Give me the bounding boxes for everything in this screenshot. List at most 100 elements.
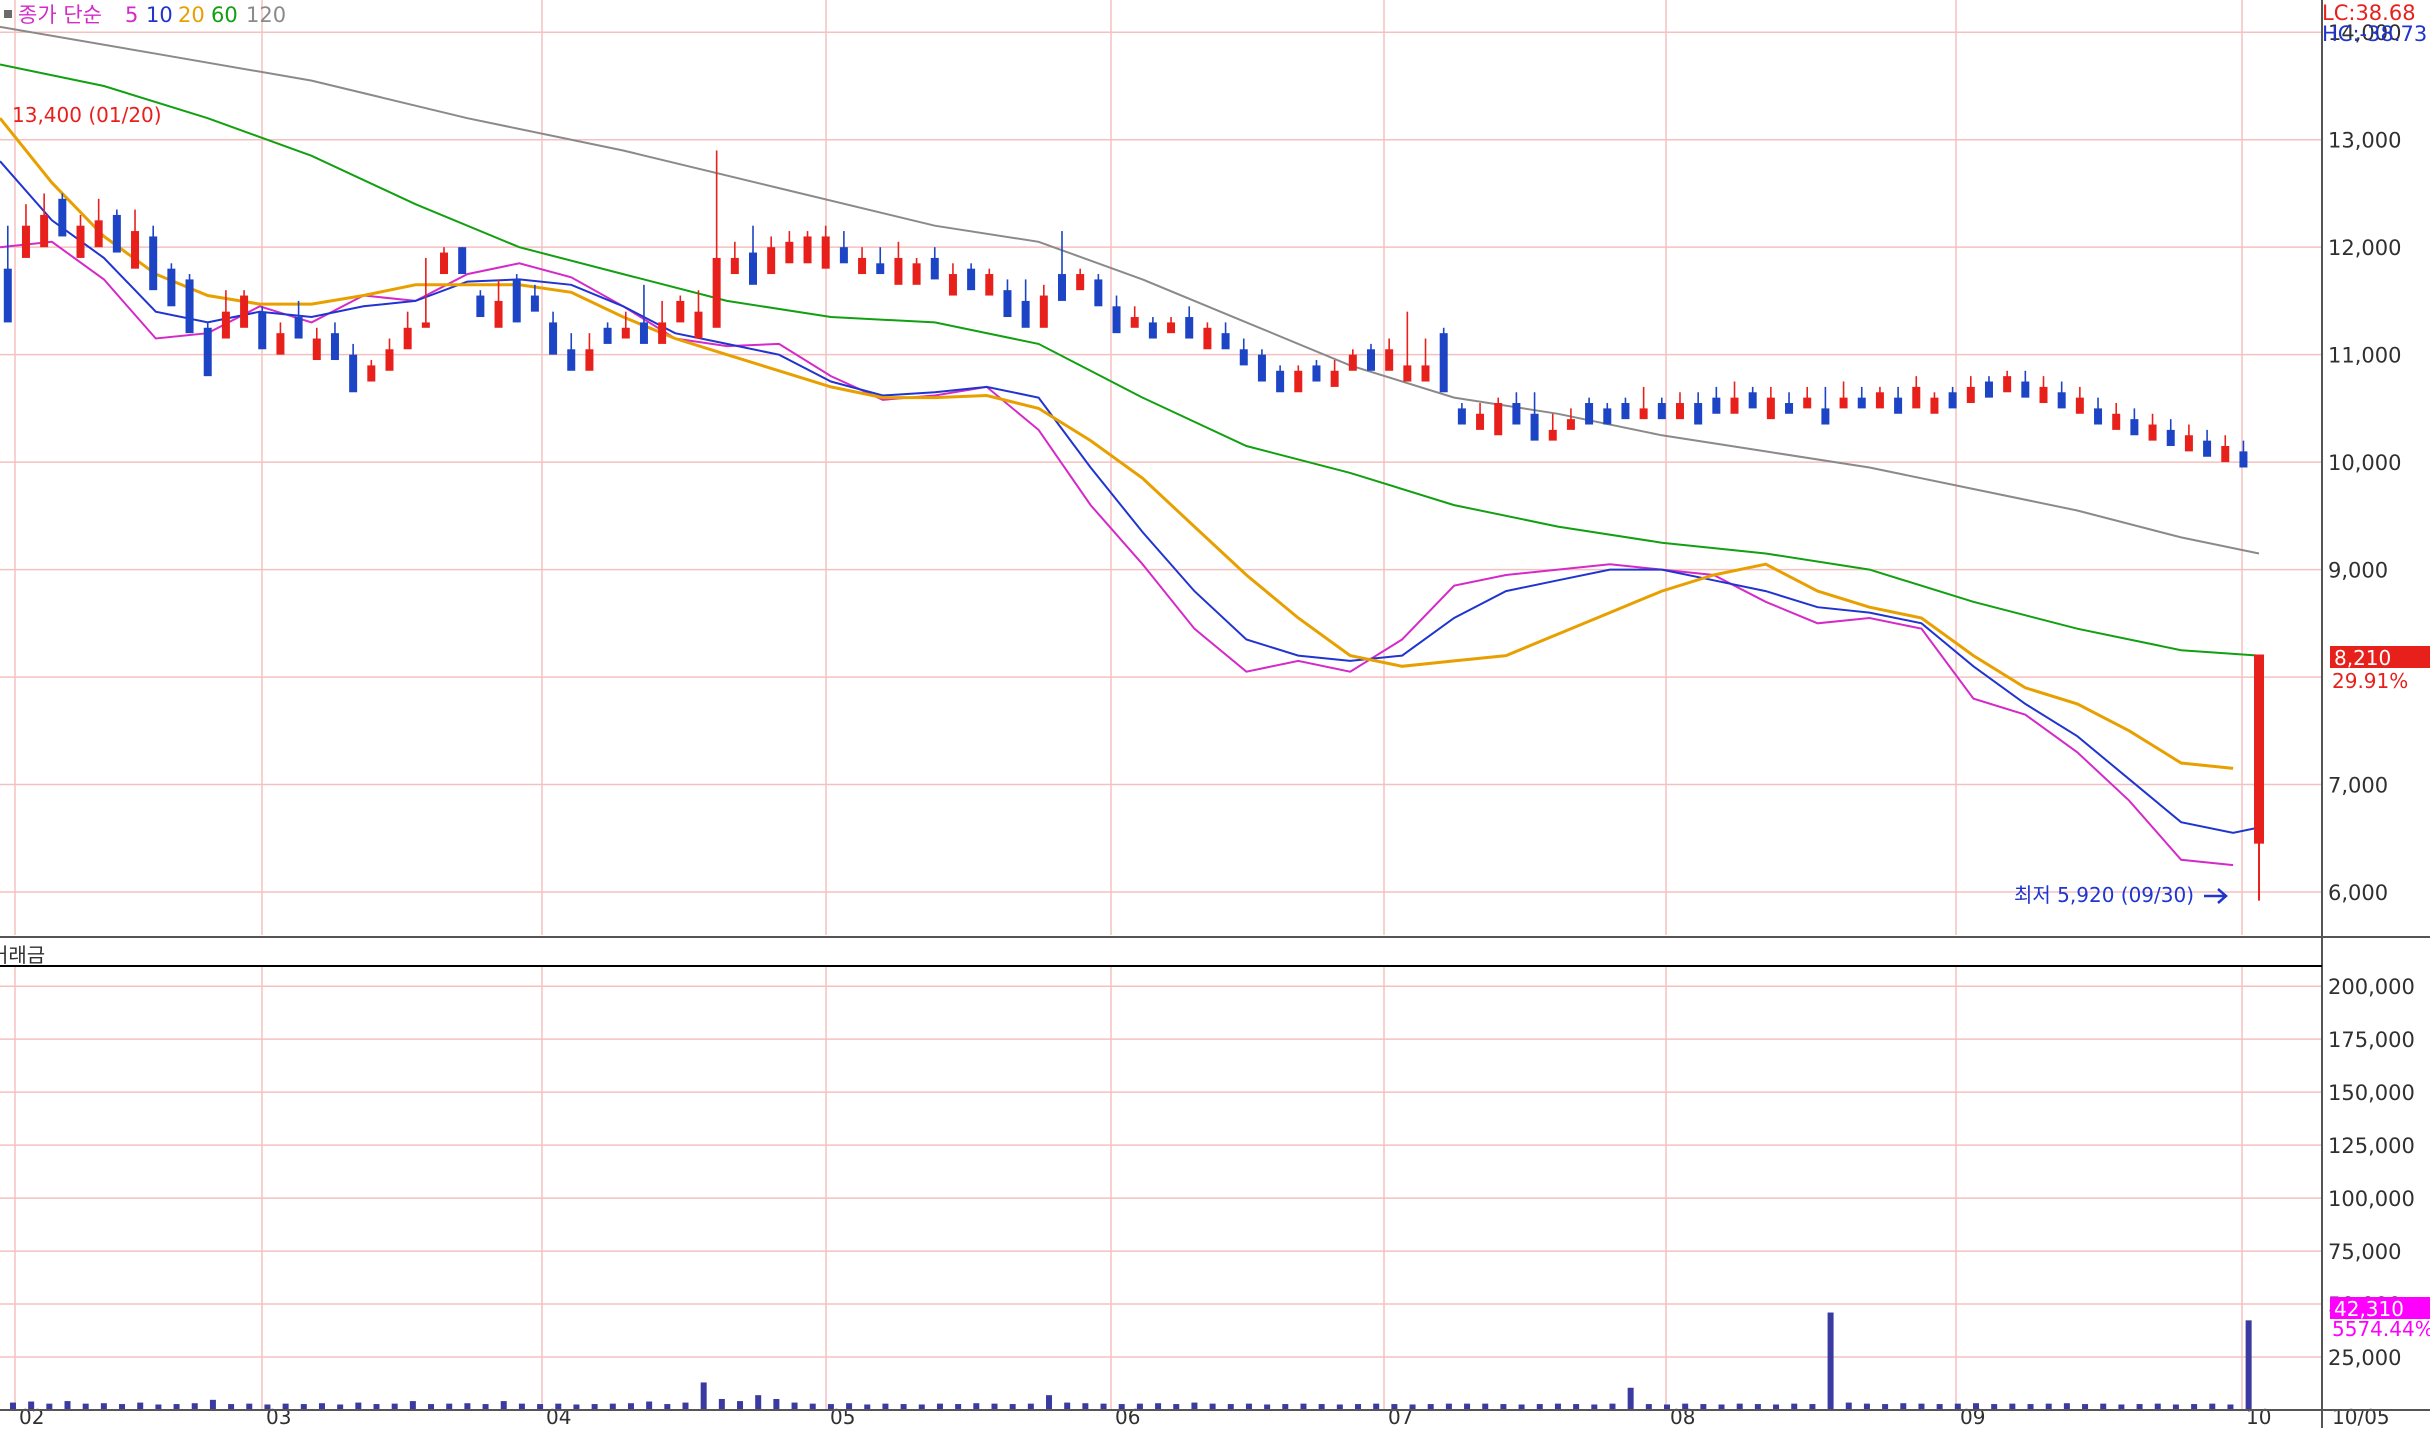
volume-bar bbox=[1355, 1404, 1362, 1410]
candle-body bbox=[585, 349, 594, 371]
volume-axis-tick-label: 25,000 bbox=[2328, 1346, 2401, 1370]
x-axis-tick-label: 02 bbox=[19, 1405, 44, 1428]
candle-body bbox=[1457, 408, 1466, 425]
volume-bar bbox=[2245, 1320, 2252, 1410]
volume-bar bbox=[46, 1403, 53, 1410]
candle-body bbox=[1421, 365, 1430, 382]
candle-body bbox=[240, 295, 249, 328]
candle-body bbox=[276, 333, 285, 355]
candle-body bbox=[1039, 295, 1048, 328]
volume-bar bbox=[1191, 1402, 1198, 1410]
candle-body bbox=[2112, 413, 2121, 430]
volume-bar bbox=[1391, 1404, 1398, 1410]
candle-body bbox=[621, 327, 630, 339]
volume-bar bbox=[82, 1403, 89, 1410]
legend-ma120[interactable]: 120 bbox=[246, 3, 286, 27]
candle-body bbox=[1766, 397, 1775, 420]
volume-bar bbox=[791, 1402, 798, 1410]
legend-ma5[interactable]: 5 bbox=[125, 3, 138, 27]
candle-body bbox=[1948, 392, 1957, 409]
volume-axis-tick-label: 125,000 bbox=[2328, 1134, 2415, 1158]
volume-bar bbox=[2082, 1404, 2089, 1410]
candle-body bbox=[1803, 397, 1812, 409]
low-annotation: 최저 5,920 (09/30) bbox=[2014, 883, 2194, 907]
volume-bar bbox=[1009, 1404, 1016, 1410]
volume-bar bbox=[282, 1403, 289, 1410]
legend-ma20[interactable]: 20 bbox=[178, 3, 205, 27]
volume-bar bbox=[1954, 1403, 1961, 1410]
candle-body bbox=[149, 236, 158, 291]
legend-ma60[interactable]: 60 bbox=[211, 3, 238, 27]
candle-body bbox=[2239, 451, 2248, 468]
legend-ma10[interactable]: 10 bbox=[146, 3, 173, 27]
price-axis-tick-label: 12,000 bbox=[2328, 236, 2401, 260]
candle-body bbox=[694, 311, 703, 339]
volume-bar bbox=[2009, 1403, 2016, 1410]
candle-body bbox=[440, 252, 449, 275]
volume-bar bbox=[991, 1403, 998, 1410]
ma-line-5 bbox=[0, 240, 2234, 867]
volume-bar bbox=[1900, 1403, 1907, 1410]
volume-bar bbox=[228, 1404, 235, 1410]
candle-body bbox=[76, 225, 85, 258]
volume-bar bbox=[409, 1401, 416, 1410]
candle-body bbox=[1076, 274, 1085, 291]
volume-bar bbox=[973, 1403, 980, 1410]
volume-bar bbox=[2063, 1403, 2070, 1410]
volume-bar bbox=[609, 1403, 616, 1410]
volume-bar bbox=[700, 1382, 707, 1410]
candle-body-last bbox=[2254, 654, 2265, 844]
candle-body bbox=[1984, 381, 1993, 398]
candle-body bbox=[1857, 397, 1866, 409]
x-axis-tick-label: 04 bbox=[546, 1405, 571, 1428]
volume-axis-tick-label: 75,000 bbox=[2328, 1240, 2401, 1264]
candle-body bbox=[1366, 349, 1375, 371]
candle-body bbox=[985, 274, 994, 296]
volume-bar bbox=[864, 1404, 871, 1410]
volume-bar bbox=[627, 1403, 634, 1410]
volume-axis-tick-label: 100,000 bbox=[2328, 1187, 2415, 1211]
volume-bar bbox=[936, 1403, 943, 1410]
candle-body bbox=[1621, 403, 1630, 420]
volume-bar bbox=[1936, 1404, 1943, 1410]
candle-body bbox=[94, 220, 103, 248]
volume-bar bbox=[682, 1402, 689, 1410]
candle-body bbox=[1657, 403, 1666, 420]
volume-bar bbox=[391, 1403, 398, 1410]
candle-body bbox=[2057, 392, 2066, 409]
candle-body bbox=[512, 279, 521, 323]
volume-bar bbox=[2191, 1404, 2198, 1410]
volume-bar bbox=[1972, 1403, 1979, 1410]
high-annotation: 13,400 (01/20) bbox=[12, 103, 162, 127]
price-axis-tick-label: 14,000 bbox=[2328, 21, 2401, 45]
volume-bar bbox=[1736, 1403, 1743, 1410]
x-axis-tick-label: 03 bbox=[266, 1405, 291, 1428]
volume-bar bbox=[2227, 1404, 2234, 1410]
x-axis-tick-label: 05 bbox=[830, 1405, 855, 1428]
candle-body bbox=[403, 327, 412, 350]
candle-body bbox=[476, 295, 485, 318]
volume-bar bbox=[846, 1403, 853, 1410]
volume-bar bbox=[1882, 1404, 1889, 1410]
candle-body bbox=[930, 257, 939, 280]
price-axis-tick-label: 13,000 bbox=[2328, 129, 2401, 153]
candle-body bbox=[2148, 424, 2157, 441]
candle-body bbox=[2003, 376, 2012, 393]
volume-bar bbox=[1155, 1403, 1162, 1410]
candle-body bbox=[658, 322, 667, 344]
candle-body bbox=[785, 241, 794, 264]
volume-bar bbox=[718, 1398, 725, 1410]
volume-bar bbox=[1427, 1404, 1434, 1410]
price-axis-tick-label: 10,000 bbox=[2328, 451, 2401, 475]
legend-prefix: 종가 단순 bbox=[18, 3, 102, 27]
volume-bar bbox=[1264, 1404, 1271, 1410]
volume-bar bbox=[1209, 1403, 1216, 1410]
volume-bar bbox=[591, 1404, 598, 1410]
volume-bar bbox=[573, 1404, 580, 1410]
volume-bar bbox=[1754, 1404, 1761, 1410]
price-tag-box bbox=[2330, 646, 2430, 668]
volume-bar bbox=[1863, 1403, 1870, 1410]
